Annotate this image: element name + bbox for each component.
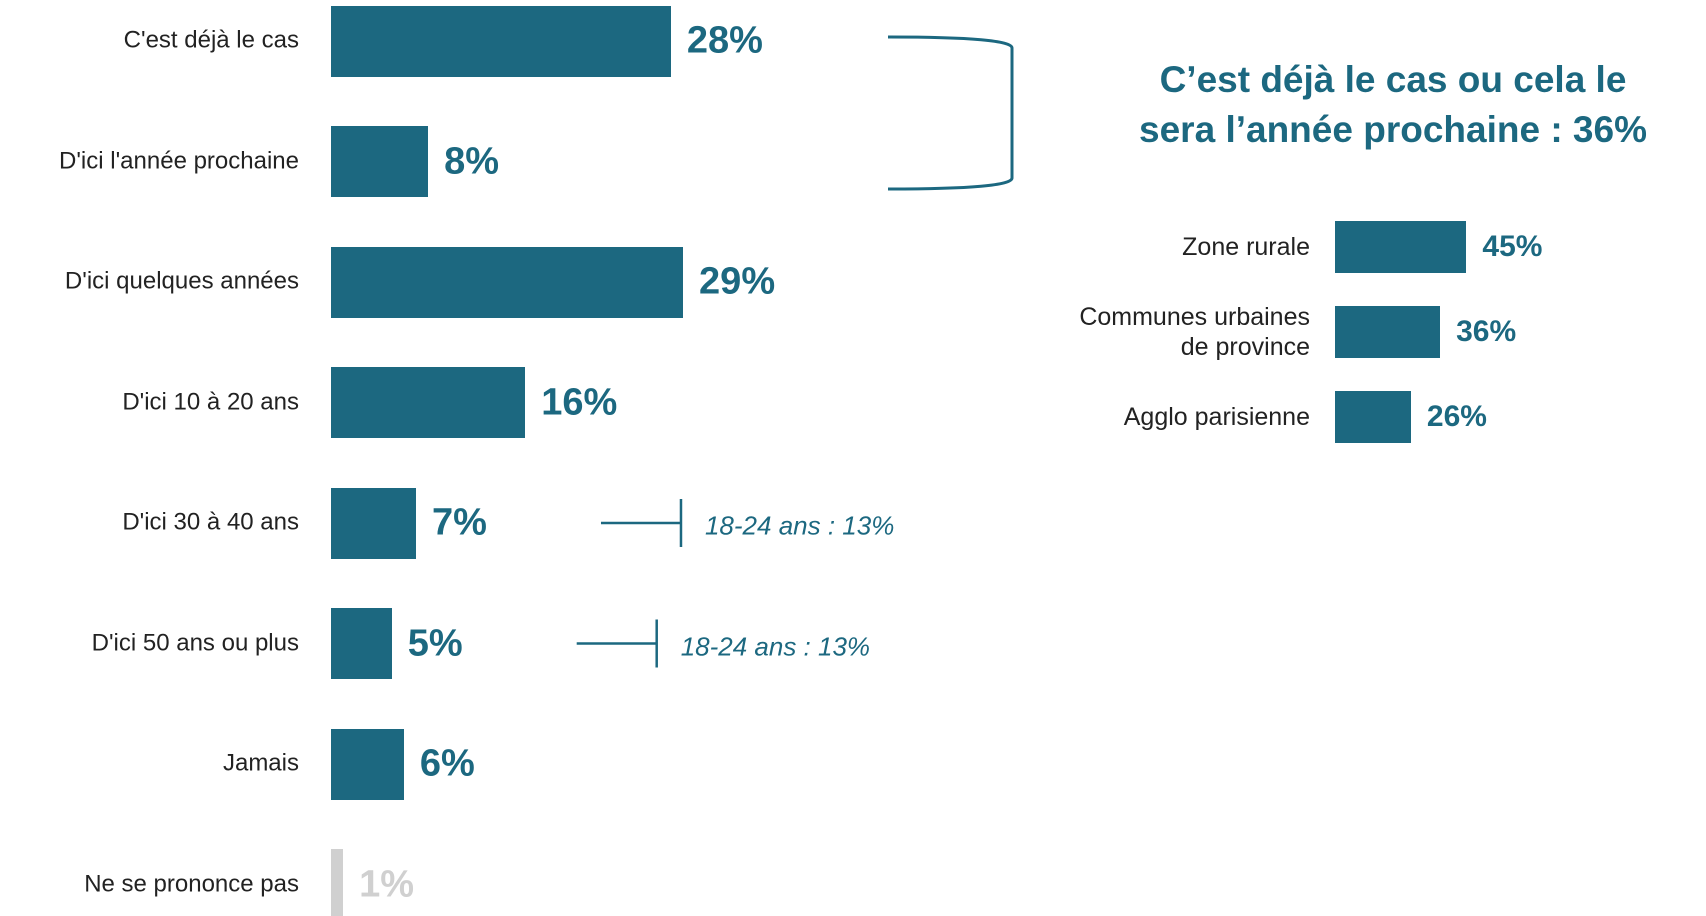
category-label: D'ici 50 ans ou plus: [91, 629, 299, 657]
category-label: D'ici 10 à 20 ans: [122, 388, 299, 416]
annotation: 18-24 ans : 13%: [680, 631, 871, 661]
bar: [331, 246, 684, 318]
value-label: 28%: [686, 19, 763, 62]
title: C’est déjà le cas ou cela le sera l’anné…: [1139, 59, 1647, 150]
value-label: 8%: [444, 140, 500, 182]
value-label: 26%: [1426, 400, 1487, 433]
category-label: D'ici 30 à 40 ans: [122, 508, 299, 536]
bar: [331, 5, 671, 77]
value-label: 29%: [699, 260, 776, 303]
value-label: 5%: [407, 622, 463, 664]
category-label: Jamais: [222, 749, 299, 777]
category-label: D'ici quelques années: [64, 267, 299, 295]
category-label: D'ici l'année prochaine: [59, 147, 299, 175]
bar: [331, 608, 392, 679]
bar: [1335, 221, 1467, 273]
value-label: 1%: [359, 863, 415, 905]
category-label: C'est déjà le cas: [123, 26, 299, 54]
bracket: [887, 35, 1014, 191]
category-label: Agglo parisienne: [1123, 403, 1310, 431]
value-label: 45%: [1482, 230, 1543, 263]
bar: [331, 849, 344, 916]
category-label: Ne se prononce pas: [84, 870, 299, 898]
bar: [1335, 306, 1441, 358]
bar: [331, 367, 526, 438]
bar: [331, 126, 429, 197]
value-label: 16%: [541, 381, 618, 423]
bar: [1335, 391, 1411, 443]
bar: [331, 487, 416, 559]
category-label: Communes urbaines de province: [1079, 303, 1310, 361]
bar: [331, 728, 404, 800]
value-label: 36%: [1456, 315, 1517, 348]
value-label: 6%: [419, 742, 475, 785]
category-label: Zone rurale: [1182, 233, 1310, 261]
value-label: 7%: [431, 501, 487, 544]
annotation: 18-24 ans : 13%: [704, 510, 895, 541]
